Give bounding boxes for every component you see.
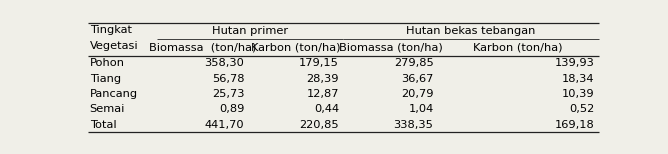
- Text: Semai: Semai: [90, 104, 125, 114]
- Text: 279,85: 279,85: [393, 58, 434, 68]
- Text: Karbon (ton/ha): Karbon (ton/ha): [474, 43, 563, 53]
- Text: 10,39: 10,39: [562, 89, 595, 99]
- Text: 441,70: 441,70: [205, 120, 244, 130]
- Text: Hutan primer: Hutan primer: [212, 26, 288, 36]
- Text: 0,44: 0,44: [314, 104, 339, 114]
- Text: 1,04: 1,04: [408, 104, 434, 114]
- Text: Vegetasi: Vegetasi: [90, 41, 138, 51]
- Text: Biomassa  (ton/ha): Biomassa (ton/ha): [149, 43, 257, 53]
- Text: 20,79: 20,79: [401, 89, 434, 99]
- Text: Tingkat: Tingkat: [90, 25, 132, 35]
- Text: 56,78: 56,78: [212, 74, 244, 84]
- Text: Tiang: Tiang: [90, 74, 121, 84]
- Text: Pohon: Pohon: [90, 58, 125, 68]
- Text: Hutan bekas tebangan: Hutan bekas tebangan: [406, 26, 536, 36]
- Text: 179,15: 179,15: [299, 58, 339, 68]
- Text: Karbon (ton/ha): Karbon (ton/ha): [251, 43, 341, 53]
- Text: 28,39: 28,39: [307, 74, 339, 84]
- Text: 18,34: 18,34: [562, 74, 595, 84]
- Text: Total: Total: [90, 120, 116, 130]
- Text: 139,93: 139,93: [554, 58, 595, 68]
- Text: 25,73: 25,73: [212, 89, 244, 99]
- Text: 0,52: 0,52: [569, 104, 595, 114]
- Text: 12,87: 12,87: [307, 89, 339, 99]
- Text: 358,30: 358,30: [204, 58, 244, 68]
- Text: Biomassa (ton/ha): Biomassa (ton/ha): [339, 43, 442, 53]
- Text: 338,35: 338,35: [393, 120, 434, 130]
- Text: 220,85: 220,85: [299, 120, 339, 130]
- Text: 0,89: 0,89: [219, 104, 244, 114]
- Text: 169,18: 169,18: [554, 120, 595, 130]
- Text: Pancang: Pancang: [90, 89, 138, 99]
- Text: 36,67: 36,67: [401, 74, 434, 84]
